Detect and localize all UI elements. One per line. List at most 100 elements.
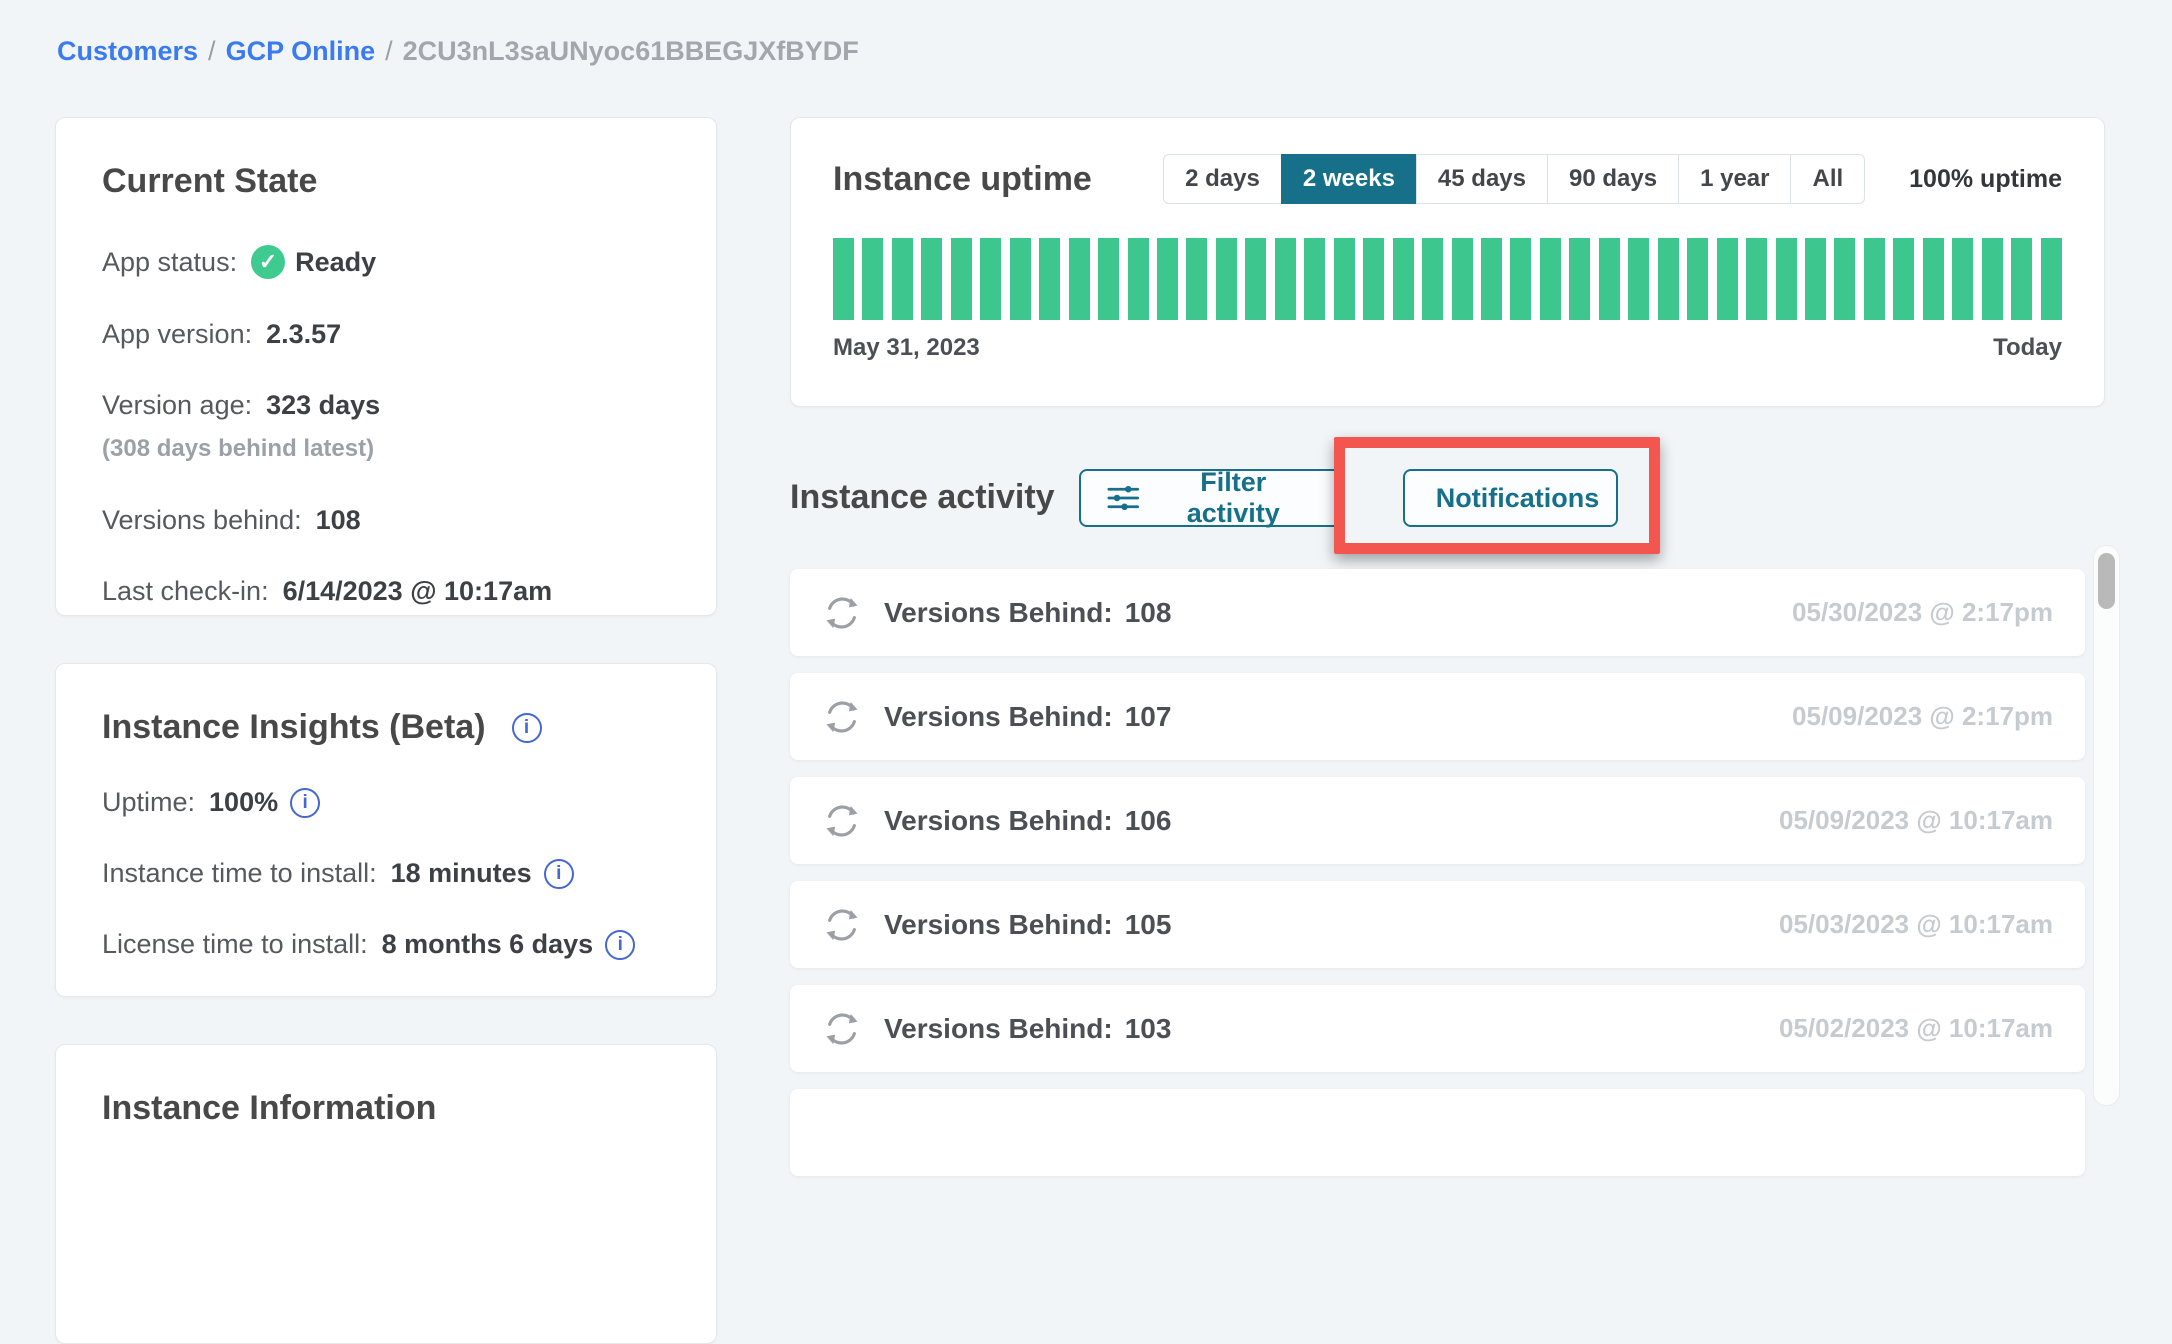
- activity-row-timestamp: 05/03/2023 @ 10:17am: [1778, 909, 2053, 939]
- uptime-bar: [1215, 238, 1237, 320]
- tab-2-days[interactable]: 2 days: [1163, 154, 1282, 204]
- app-status-row: App status: ✓ Ready: [102, 245, 670, 279]
- activity-row-timestamp: 05/09/2023 @ 10:17am: [1778, 805, 2053, 835]
- filter-sliders-icon: [1107, 485, 1140, 511]
- activity-scrollbar-thumb[interactable]: [2098, 553, 2115, 609]
- instance-time-to-install-value: 18 minutes: [390, 858, 532, 888]
- breadcrumb-separator: /: [385, 36, 393, 66]
- instance-uptime-title: Instance uptime: [833, 159, 1092, 198]
- versions-behind-row: Versions behind: 108: [102, 505, 670, 536]
- uptime-bar: [1274, 238, 1296, 320]
- instance-uptime-card: Instance uptime 2 days 2 weeks 45 days 9…: [790, 117, 2105, 407]
- uptime-bar: [1039, 238, 1061, 320]
- check-circle-icon: ✓: [251, 245, 286, 279]
- uptime-bar: [1333, 238, 1355, 320]
- sync-icon: [822, 905, 862, 945]
- activity-row-label: Versions Behind:: [884, 1012, 1113, 1044]
- app-version-label: App version:: [102, 319, 253, 349]
- app-status-label: App status:: [102, 246, 238, 277]
- breadcrumb: Customers / GCP Online / 2CU3nL3saUNyoc61BBE…: [57, 36, 859, 67]
- sync-icon: [822, 801, 862, 841]
- uptime-bar-chart: [833, 238, 2062, 320]
- uptime-bar: [1569, 238, 1591, 320]
- sync-icon: [822, 1009, 862, 1049]
- uptime-value: 100%: [209, 787, 279, 817]
- uptime-bar: [1893, 238, 1915, 320]
- uptime-bar: [1186, 238, 1208, 320]
- version-age-label: Version age:: [102, 390, 253, 420]
- instance-information-card: Instance Information: [55, 1044, 717, 1344]
- activity-row-partial[interactable]: [790, 1089, 2085, 1176]
- activity-row[interactable]: Versions Behind: 106 05/09/2023 @ 10:17a…: [790, 777, 2085, 864]
- uptime-bar: [1598, 238, 1620, 320]
- instance-information-title: Instance Information: [102, 1089, 437, 1127]
- breadcrumb-customer-link[interactable]: GCP Online: [225, 36, 376, 66]
- instance-insights-card: Instance Insights (Beta) i Uptime: 100% …: [55, 663, 717, 997]
- activity-row-label: Versions Behind:: [884, 700, 1113, 732]
- uptime-bar: [891, 238, 913, 320]
- sync-icon: [822, 697, 862, 737]
- uptime-bar: [1127, 238, 1149, 320]
- info-icon[interactable]: i: [605, 929, 636, 960]
- activity-row-value: 106: [1124, 804, 1172, 836]
- uptime-row: Uptime: 100% i: [102, 787, 670, 818]
- versions-behind-value: 108: [315, 505, 361, 535]
- uptime-bar: [1422, 238, 1444, 320]
- uptime-bar: [1510, 238, 1532, 320]
- activity-row-label: Versions Behind:: [884, 804, 1113, 836]
- activity-row-label: Versions Behind:: [884, 596, 1113, 628]
- current-state-title: Current State: [102, 162, 318, 200]
- tab-1-year[interactable]: 1 year: [1678, 154, 1792, 204]
- activity-row[interactable]: Versions Behind: 107 05/09/2023 @ 2:17pm: [790, 673, 2085, 760]
- uptime-bar: [1480, 238, 1502, 320]
- instance-time-to-install-row: Instance time to install: 18 minutes i: [102, 858, 670, 889]
- chart-start-label: May 31, 2023: [833, 334, 980, 361]
- tab-2-weeks[interactable]: 2 weeks: [1280, 154, 1417, 204]
- tab-45-days[interactable]: 45 days: [1415, 154, 1548, 204]
- notifications-button[interactable]: Notifications: [1403, 469, 1618, 527]
- uptime-bar: [833, 238, 854, 320]
- uptime-bar: [1716, 238, 1738, 320]
- breadcrumb-separator: /: [208, 36, 216, 66]
- uptime-bar: [1009, 238, 1031, 320]
- uptime-bar: [1304, 238, 1326, 320]
- uptime-bar: [1363, 238, 1385, 320]
- last-checkin-value: 6/14/2023 @ 10:17am: [282, 576, 553, 606]
- activity-row[interactable]: Versions Behind: 103 05/02/2023 @ 10:17a…: [790, 985, 2085, 1072]
- info-icon[interactable]: i: [511, 712, 542, 743]
- last-checkin-label: Last check-in:: [102, 576, 269, 606]
- uptime-bar: [1746, 238, 1768, 320]
- current-state-card: Current State App status: ✓ Ready App ve…: [55, 117, 717, 616]
- last-checkin-row: Last check-in: 6/14/2023 @ 10:17am: [102, 576, 670, 607]
- activity-scrollbar-track[interactable]: [2093, 545, 2120, 1106]
- activity-row[interactable]: Versions Behind: 108 05/30/2023 @ 2:17pm: [790, 569, 2085, 656]
- uptime-bar: [2040, 238, 2062, 320]
- uptime-bar: [1863, 238, 1885, 320]
- uptime-bar: [1687, 238, 1709, 320]
- app-version-value[interactable]: 2.3.57: [266, 319, 342, 349]
- activity-row-value: 108: [1124, 596, 1172, 628]
- version-age-value: 323 days: [266, 390, 381, 420]
- activity-row-value: 107: [1124, 700, 1172, 732]
- tab-90-days[interactable]: 90 days: [1547, 154, 1680, 204]
- uptime-bar: [1539, 238, 1561, 320]
- uptime-bar: [921, 238, 943, 320]
- app-status-value: Ready: [295, 246, 377, 277]
- chart-end-label: Today: [1993, 334, 2062, 361]
- tab-all[interactable]: All: [1790, 154, 1866, 204]
- uptime-range-tabs: 2 days 2 weeks 45 days 90 days 1 year Al…: [1163, 154, 1866, 204]
- uptime-bar: [980, 238, 1002, 320]
- uptime-bar: [1981, 238, 2003, 320]
- breadcrumb-customers-link[interactable]: Customers: [57, 36, 199, 66]
- filter-activity-button[interactable]: Filter activity: [1079, 467, 1341, 528]
- activity-row-timestamp: 05/30/2023 @ 2:17pm: [1792, 597, 2053, 627]
- info-icon[interactable]: i: [290, 787, 321, 818]
- license-time-to-install-label: License time to install:: [102, 929, 368, 959]
- instance-activity-list: Versions Behind: 108 05/30/2023 @ 2:17pm…: [790, 569, 2085, 1193]
- versions-behind-label: Versions behind:: [102, 505, 302, 535]
- activity-row-value: 105: [1124, 908, 1172, 940]
- activity-row[interactable]: Versions Behind: 105 05/03/2023 @ 10:17a…: [790, 881, 2085, 968]
- uptime-bar: [1451, 238, 1473, 320]
- notifications-label: Notifications: [1435, 482, 1600, 513]
- info-icon[interactable]: i: [543, 858, 574, 889]
